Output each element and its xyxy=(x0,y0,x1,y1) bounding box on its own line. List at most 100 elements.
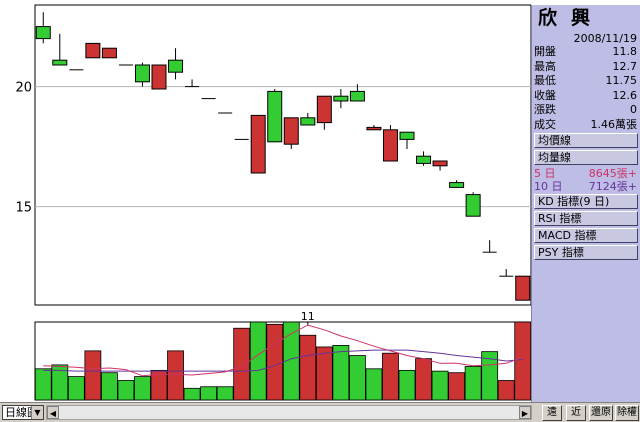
volume-bar[interactable] xyxy=(233,327,251,401)
candle-body xyxy=(267,90,283,143)
candle[interactable] xyxy=(465,192,481,217)
candle[interactable] xyxy=(349,84,365,102)
kd-indicator-button[interactable]: KD 指標(9 日) xyxy=(534,194,638,209)
candle-body xyxy=(333,95,349,102)
period-select-value: 日線圖 xyxy=(5,406,38,419)
price-tick-label: 15 xyxy=(15,201,32,216)
restore-button[interactable]: 還原 xyxy=(589,405,613,421)
volume-bar[interactable] xyxy=(299,334,317,401)
volume-bar[interactable] xyxy=(51,364,69,401)
volume-bar[interactable] xyxy=(514,321,531,401)
price-grid xyxy=(35,86,531,208)
volume-bar[interactable] xyxy=(315,346,333,401)
candle[interactable] xyxy=(151,64,167,90)
far-button[interactable]: 遠 xyxy=(542,405,562,421)
candle[interactable] xyxy=(432,160,448,171)
candle[interactable] xyxy=(515,275,531,301)
candle-body xyxy=(416,155,432,164)
psy-indicator-button[interactable]: PSY 指標 xyxy=(534,245,638,260)
candle[interactable] xyxy=(316,95,332,130)
quote-date: 2008/11/19 xyxy=(573,32,637,45)
volume-bar[interactable] xyxy=(382,352,399,401)
volume-bar[interactable] xyxy=(282,321,300,401)
quote-panel: 欣興 2008/11/19 開盤 11.8 最高 12.7 最低 11.75 收盤 12… xyxy=(531,5,640,404)
candle[interactable] xyxy=(283,117,299,149)
scroll-left-icon[interactable]: ◀ xyxy=(47,406,59,419)
volume-bar[interactable] xyxy=(200,386,218,401)
candle-body xyxy=(300,117,316,126)
candle[interactable] xyxy=(134,62,150,87)
ma5-value: 8645張+ xyxy=(588,167,637,180)
candle[interactable] xyxy=(399,131,415,149)
rsi-indicator-button[interactable]: RSI 指標 xyxy=(534,211,638,226)
volume-bar[interactable] xyxy=(216,386,234,401)
volume-bar[interactable] xyxy=(167,350,184,401)
quote-value: 11.75 xyxy=(605,74,638,87)
quote-value: 0 xyxy=(630,103,637,116)
volume-bar[interactable] xyxy=(348,355,366,401)
ma5-label: 5 日 xyxy=(534,167,556,180)
candle-body xyxy=(449,182,465,188)
candle[interactable] xyxy=(250,114,266,174)
macd-indicator-button[interactable]: MACD 指標 xyxy=(534,228,638,243)
candle[interactable] xyxy=(449,180,465,188)
ma5-row: 5 日 8645張+ xyxy=(532,167,640,180)
candle[interactable] xyxy=(267,89,283,143)
candle[interactable] xyxy=(168,48,184,80)
volume-bar[interactable] xyxy=(497,380,515,401)
volume-bar[interactable] xyxy=(415,358,432,401)
volume-bar[interactable] xyxy=(150,369,168,401)
volume-bar[interactable] xyxy=(464,366,482,401)
candle-body xyxy=(35,26,51,40)
candle[interactable] xyxy=(499,269,514,277)
price-tick-label: 20 xyxy=(15,81,32,96)
volume-bar[interactable] xyxy=(183,387,201,401)
quote-label: 最低 xyxy=(534,74,556,87)
candle[interactable] xyxy=(482,240,497,253)
candle-body xyxy=(316,95,332,124)
horizontal-scrollbar[interactable]: ◀ ▶ xyxy=(46,405,532,420)
volume-bar[interactable] xyxy=(448,372,466,401)
near-button[interactable]: 近 xyxy=(566,405,586,421)
avg-price-line-button[interactable]: 均價線 xyxy=(534,133,638,148)
volume-bar[interactable] xyxy=(481,351,499,401)
volume-bar[interactable] xyxy=(84,350,102,401)
volume-bar[interactable] xyxy=(398,369,416,401)
candle[interactable] xyxy=(333,89,349,109)
candle[interactable] xyxy=(52,33,68,66)
volume-bar[interactable] xyxy=(101,372,118,401)
quote-row-volume: 成交 1.46萬張 xyxy=(532,118,640,133)
volume-bar[interactable] xyxy=(34,368,52,401)
volume-bar[interactable] xyxy=(431,370,449,401)
chevron-down-icon[interactable]: ▼ xyxy=(31,406,43,419)
candle[interactable] xyxy=(416,151,432,166)
candle-body xyxy=(250,114,266,174)
candle[interactable] xyxy=(185,79,200,88)
candle[interactable] xyxy=(85,42,101,59)
candle-body xyxy=(168,59,184,73)
scroll-right-icon[interactable]: ▶ xyxy=(519,406,531,419)
candle-body xyxy=(366,126,382,131)
candle[interactable] xyxy=(35,12,51,44)
candle[interactable] xyxy=(101,47,117,59)
volume-bar[interactable] xyxy=(117,380,135,401)
period-select[interactable]: 日線圖 ▼ xyxy=(2,405,44,420)
volume-bar[interactable] xyxy=(365,368,383,401)
avg-volume-line-button[interactable]: 均量線 xyxy=(534,150,638,165)
candle[interactable] xyxy=(382,125,398,162)
ex-rights-button[interactable]: 除權 xyxy=(615,405,639,421)
candle-body xyxy=(52,59,68,66)
volume-bar[interactable] xyxy=(67,376,85,401)
quote-label: 收盤 xyxy=(534,88,556,102)
quote-row-close: 收盤 12.6 xyxy=(532,89,640,104)
candle[interactable] xyxy=(366,125,382,131)
volume-bar[interactable] xyxy=(266,323,284,401)
volume-bar[interactable] xyxy=(249,321,267,401)
volume-bar-series xyxy=(34,321,531,401)
volume-bar[interactable] xyxy=(332,344,350,401)
candle[interactable] xyxy=(300,113,316,126)
volume-bar[interactable] xyxy=(134,376,151,401)
